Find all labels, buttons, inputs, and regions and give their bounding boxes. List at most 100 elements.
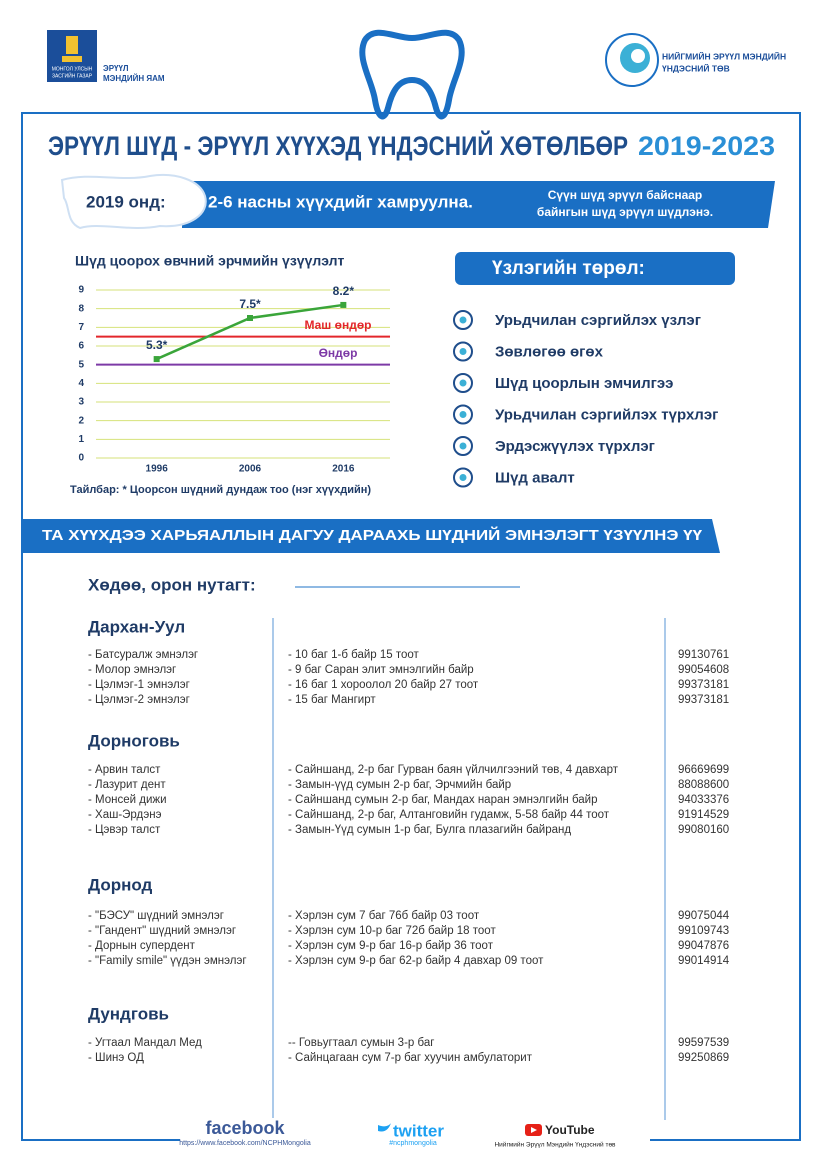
facebook: facebook xyxy=(205,1118,285,1138)
value-label: 7.5* xyxy=(239,297,261,311)
y-tick-label: 3 xyxy=(78,397,84,408)
exams-list: Урьдчилан сэргийлэх үзлэг Зөвлөгөө өгөх Шү… xyxy=(453,310,718,488)
reference-label: Өндөр xyxy=(319,346,358,360)
tooth-logo xyxy=(359,29,465,120)
year-label: 2019 онд: xyxy=(86,192,166,211)
region-name: Дархан-Уул xyxy=(88,617,185,636)
clinic-phone: 91914529 xyxy=(678,809,729,821)
clinic-phone: 99075044 xyxy=(678,910,730,922)
clinic-address: - 15 баг Мангирт xyxy=(288,694,376,706)
twitter: twitter xyxy=(393,1121,444,1140)
chart-footnote: Тайлбар: * Цоорсон шүдний дундаж тоо (нэ… xyxy=(70,484,371,496)
clinic-list: Дархан-Уул - Батсуралж эмнэлэг - 10 баг 1-… xyxy=(88,617,730,1064)
clinic-name: - Угтаал Мандал Мед xyxy=(88,1037,202,1049)
data-line xyxy=(156,303,344,361)
x-tick-label: 1996 xyxy=(146,464,169,475)
exam-icon-dot xyxy=(459,316,467,324)
y-tick-label: 1 xyxy=(78,434,84,445)
exam-item: Эрдэсжүүлэх түрхлэг xyxy=(495,438,655,455)
footer-bg xyxy=(180,1118,650,1154)
y-tick-label: 7 xyxy=(78,322,84,333)
map-shape xyxy=(60,174,207,230)
exam-item: Шүд авалт xyxy=(495,469,575,486)
clinic-phone: 99014914 xyxy=(678,955,730,967)
clinic-address: - Замын-үүд сумын 2-р баг, Эрчмийн байр xyxy=(288,779,511,791)
youtube-caption: Нийгмийн Эрүүл Мэндийн Үндэсний төв xyxy=(494,1141,616,1149)
clinic-phone: 99250869 xyxy=(678,1052,729,1064)
years: 2019-2023 xyxy=(638,131,775,161)
y-tick-label: 9 xyxy=(78,285,84,296)
exam-item: Урьдчилан сэргийлэх түрхлэг xyxy=(495,406,718,423)
youtube-play xyxy=(531,1127,537,1133)
clinic-phone: 99130761 xyxy=(678,649,729,661)
section-title: ТА ХҮҮХДЭЭ ХАРЬЯАЛЛЫН ДАГУУ ДАРААХЬ ШҮДН… xyxy=(42,526,703,544)
exam-icon-dot xyxy=(459,474,467,481)
note: байнгын шүд эрүүл шүдлэнэ. xyxy=(537,205,713,219)
reference-label: Маш өндөр xyxy=(304,318,371,332)
y-tick-label: 8 xyxy=(78,303,84,314)
region-name: Дундговь xyxy=(88,1004,169,1023)
clinic-name: - "Гандент" шүдний эмнэлэг xyxy=(88,925,236,937)
emblem-text: МОНГОЛ УЛСЫН xyxy=(52,66,93,72)
title: ЭРҮҮЛ ШҮД - ЭРҮҮЛ ХҮҮХЭД ҮНДЭСНИЙ ХӨТӨЛБ… xyxy=(48,130,628,161)
exams-banner xyxy=(455,252,735,285)
clinic-name: - "БЭСУ" шүдний эмнэлэг xyxy=(88,910,224,922)
clinic-phone: 99054608 xyxy=(678,664,729,676)
clinic-phone: 99080160 xyxy=(678,824,729,836)
clinic-address: - Замын-Үүд сумын 1-р баг, Булга плазаги… xyxy=(288,824,571,836)
center-name: ҮНДЭСНИЙ ТӨВ xyxy=(662,62,730,73)
y-tick-label: 6 xyxy=(78,341,84,352)
clinic-name: - Цэлмэг-2 эмнэлэг xyxy=(88,694,190,706)
clinic-address: - Хэрлэн сум 10-р баг 72б байр 18 тоот xyxy=(288,925,496,937)
facebook-url: https://www.facebook.com/NCPHMongolia xyxy=(179,1140,311,1147)
clinic-name: - Цэлмэг-1 эмнэлэг xyxy=(88,679,190,691)
exam-item: Зөвлөгөө өгөх xyxy=(495,343,604,360)
clinic-phone: 88088600 xyxy=(678,779,729,791)
ncph-logo-core xyxy=(631,49,645,63)
clinic-phone: 99597539 xyxy=(678,1037,729,1049)
clinic-name: - Лазурит дент xyxy=(88,779,166,791)
twitter-handle: #ncphmongolia xyxy=(389,1140,437,1147)
emblem-text: ЗАСГИЙН ГАЗАР xyxy=(52,71,93,79)
twitter-bird xyxy=(378,1123,391,1132)
clinic-name: - Монсей дижи xyxy=(88,794,167,806)
section-banner xyxy=(22,519,720,553)
x-tick-label: 2016 xyxy=(332,464,355,475)
banner-bar xyxy=(182,181,775,228)
clinic-name: - Арвин талст xyxy=(88,764,161,776)
exam-icon-dot xyxy=(459,348,467,355)
clinic-address: - Сайншанд, 2-р баг, Алтанговийн гудамж,… xyxy=(288,809,610,821)
exam-icon xyxy=(453,341,473,362)
ministry: ЭРҮҮЛ xyxy=(103,64,129,73)
clinic-address: - 16 баг 1 хороолол 20 байр 27 тоот xyxy=(288,679,479,691)
clinic-name: - Хаш-Эрдэнэ xyxy=(88,809,162,821)
value-label: 5.3* xyxy=(146,338,168,352)
clinic-address: - Сайнцагаан сум 7-р баг хуучин амбулато… xyxy=(288,1052,533,1064)
center-name: НИЙГМИЙН ЭРҮҮЛ МЭНДИЙН xyxy=(662,50,786,61)
data-point xyxy=(340,301,347,308)
region-name: Дорноговь xyxy=(88,731,180,750)
exams-title: Үзлэгийн төрөл: xyxy=(492,258,645,279)
clinic-phone: 94033376 xyxy=(678,794,729,806)
region-name: Дорнод xyxy=(88,875,153,894)
exam-icon-dot xyxy=(459,411,467,418)
clinic-name: - Молор эмнэлэг xyxy=(88,664,176,676)
clinic-name: - Цэвэр талст xyxy=(88,824,161,836)
clinic-phone: 96669699 xyxy=(678,764,729,776)
youtube: YouTube xyxy=(545,1123,595,1137)
clinic-phone: 99373181 xyxy=(678,679,729,691)
ministry: МЭНДИЙН ЯАМ xyxy=(103,74,165,83)
clinic-address: - 10 баг 1-б байр 15 тоот xyxy=(288,649,420,661)
y-tick-label: 4 xyxy=(78,378,84,389)
x-tick-label: 2006 xyxy=(239,464,262,475)
clinic-address: - 9 баг Саран элит эмнэлгийн байр xyxy=(288,664,474,676)
exam-item: Шүд цоорлын эмчилгээ xyxy=(495,375,673,392)
clinic-address: - Сайншанд сумын 2-р баг, Мандах наран э… xyxy=(288,794,597,806)
section-subtitle: Хөдөө, орон нутагт: xyxy=(88,575,256,594)
exam-icon-dot xyxy=(459,442,467,450)
exam-icon xyxy=(453,436,473,456)
emblem-icon xyxy=(62,36,82,62)
clinic-address: - Хэрлэн сум 7 баг 76б байр 03 тоот xyxy=(288,910,480,922)
clinic-name: - "Family smile" үүдэн эмнэлэг xyxy=(88,955,247,967)
